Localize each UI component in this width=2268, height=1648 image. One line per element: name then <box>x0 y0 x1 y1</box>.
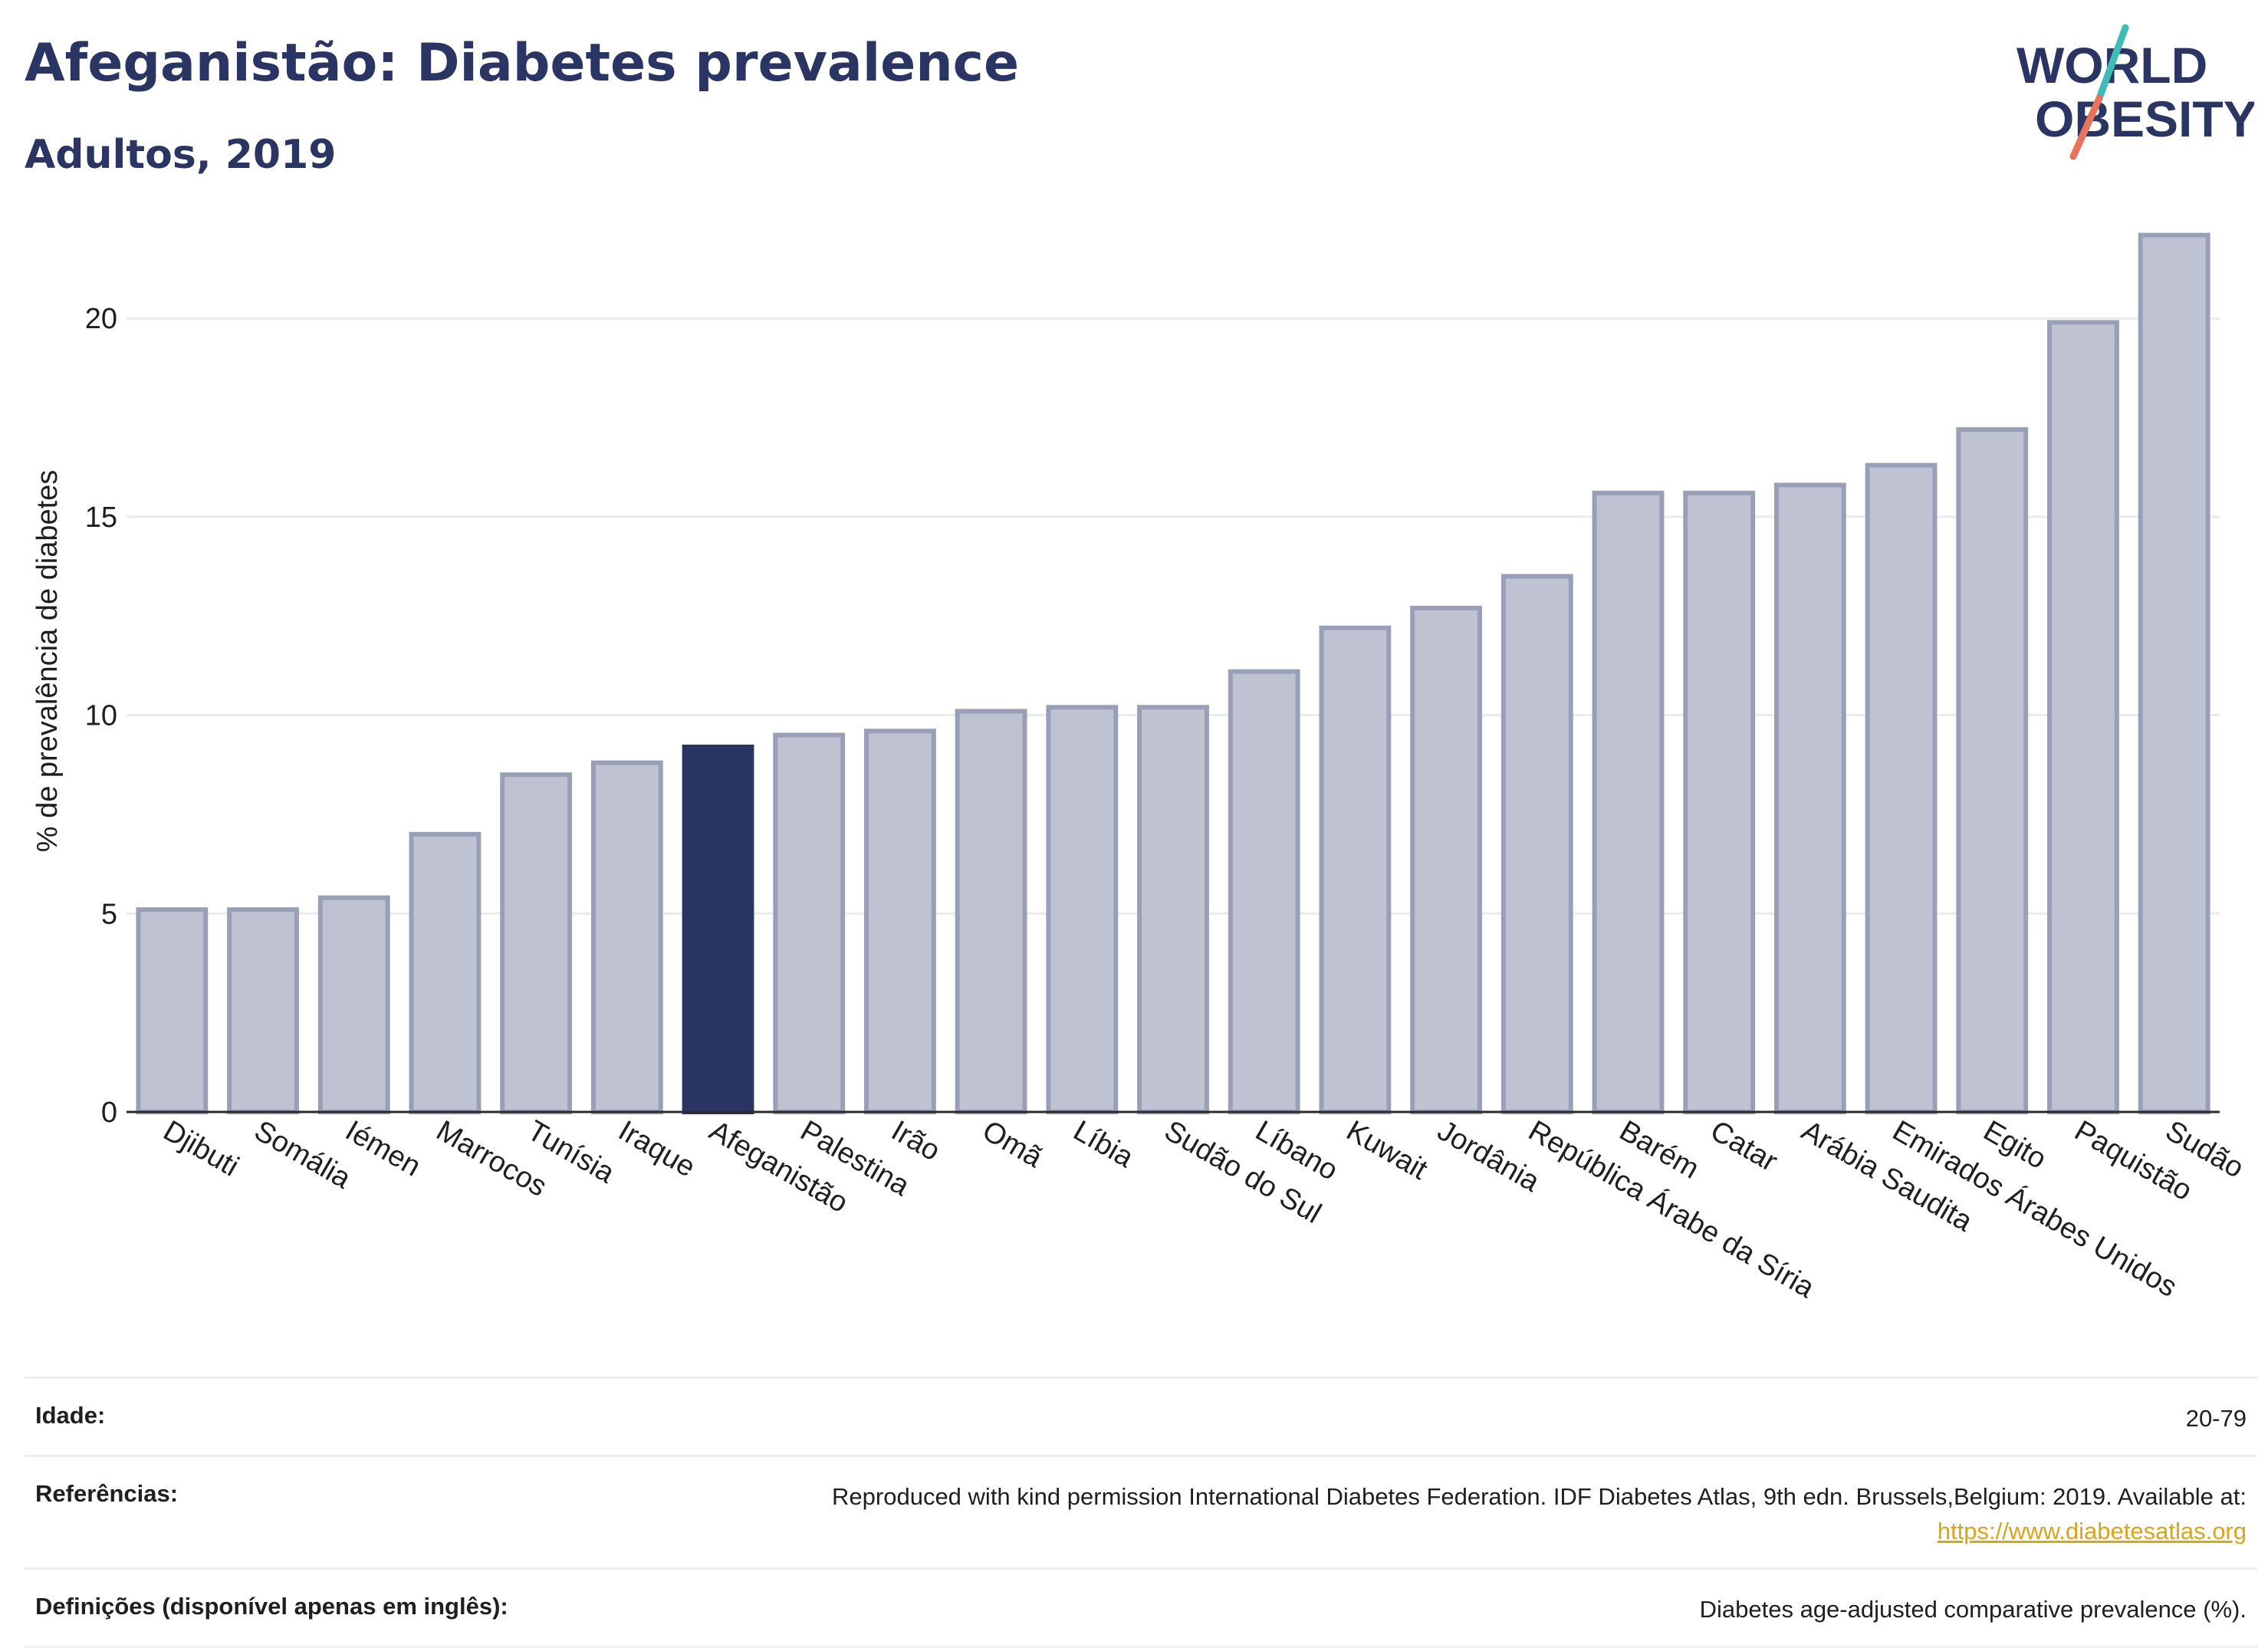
bar-16 <box>1592 490 1665 1114</box>
x-tick-label-8: Irão <box>886 1114 945 1167</box>
bar-11 <box>1137 705 1209 1114</box>
chart-title: Afeganistão: Diabetes prevalence <box>25 33 1020 94</box>
y-tick-label-0: 0 <box>101 1097 117 1129</box>
logo-slash-teal <box>2095 24 2129 102</box>
x-tick-label-14: Jordânia <box>1432 1114 1546 1199</box>
bar-15 <box>1500 574 1573 1114</box>
x-tick-label-11: Sudão do Sul <box>1159 1114 1327 1229</box>
bar-1 <box>227 907 299 1115</box>
bar-14 <box>1410 605 1483 1114</box>
y-tick-label-5: 5 <box>101 898 117 930</box>
bars <box>136 232 2210 1115</box>
y-axis-ticks: 0 5 10 15 20 <box>85 303 117 1129</box>
bar-18 <box>1773 482 1846 1114</box>
y-tick-label-15: 15 <box>85 502 117 534</box>
footer-references-label: Referências: <box>35 1479 179 1507</box>
x-tick-label-9: Omã <box>977 1114 1048 1174</box>
y-axis-label: % de prevalência de diabetes <box>31 470 64 853</box>
footer-references-value: Reproduced with kind permission Internat… <box>832 1480 2247 1549</box>
bar-17 <box>1683 490 1756 1114</box>
bar-7 <box>773 732 846 1114</box>
bar-2 <box>317 895 390 1114</box>
x-tick-label-0: Djibuti <box>158 1114 244 1183</box>
footer-references-link[interactable]: https://www.diabetesatlas.org <box>1937 1517 2247 1544</box>
bar-13 <box>1319 625 1392 1114</box>
footer-definitions-label: Definições (disponível apenas em inglês)… <box>35 1592 508 1620</box>
x-tick-label-10: Líbia <box>1068 1114 1139 1174</box>
x-tick-label-17: Catar <box>1705 1114 1783 1178</box>
chart-subtitle: Adultos, 2019 <box>25 132 337 178</box>
x-tick-label-13: Kuwait <box>1341 1114 1433 1186</box>
footer-definitions-value: Diabetes age-adjusted comparative preval… <box>1699 1595 2247 1623</box>
bar-chart: 0 5 10 15 20 % de prevalência de diabetes Dj… <box>31 232 2249 1305</box>
footer-row-references: Referências: Reproduced with kind permis… <box>25 1454 2257 1567</box>
bar-10 <box>1046 705 1119 1114</box>
chart-footer: Idade: 20-79 Referências: Reproduced wit… <box>25 1377 2257 1648</box>
y-tick-label-10: 10 <box>85 700 117 732</box>
x-tick-label-5: Iraque <box>613 1114 700 1183</box>
bar-4 <box>500 772 573 1115</box>
bar-8 <box>863 729 936 1114</box>
footer-references-text: Reproduced with kind permission Internat… <box>832 1482 2247 1510</box>
footer-row-definitions: Definições (disponível apenas em inglês)… <box>25 1567 2257 1648</box>
y-tick-label-20: 20 <box>85 303 117 335</box>
bar-12 <box>1228 669 1300 1114</box>
footer-age-value: 20-79 <box>2185 1405 2247 1432</box>
x-tick-label-1: Somália <box>249 1114 357 1195</box>
bar-9 <box>955 709 1027 1114</box>
bar-22 <box>2138 232 2210 1115</box>
logo-slash-coral <box>2069 94 2103 160</box>
bar-19 <box>1865 462 1938 1114</box>
bar-6 <box>682 745 754 1114</box>
logo-line2: OBESITY <box>2035 90 2254 147</box>
world-obesity-logo[interactable]: WORLD OBESITY <box>2009 21 2254 167</box>
bar-0 <box>136 907 209 1115</box>
footer-row-age: Idade: 20-79 <box>25 1377 2257 1455</box>
footer-age-label: Idade: <box>35 1402 106 1429</box>
bar-3 <box>409 831 482 1114</box>
bar-21 <box>2047 320 2119 1114</box>
bar-20 <box>1956 427 2029 1114</box>
bar-5 <box>590 760 663 1115</box>
